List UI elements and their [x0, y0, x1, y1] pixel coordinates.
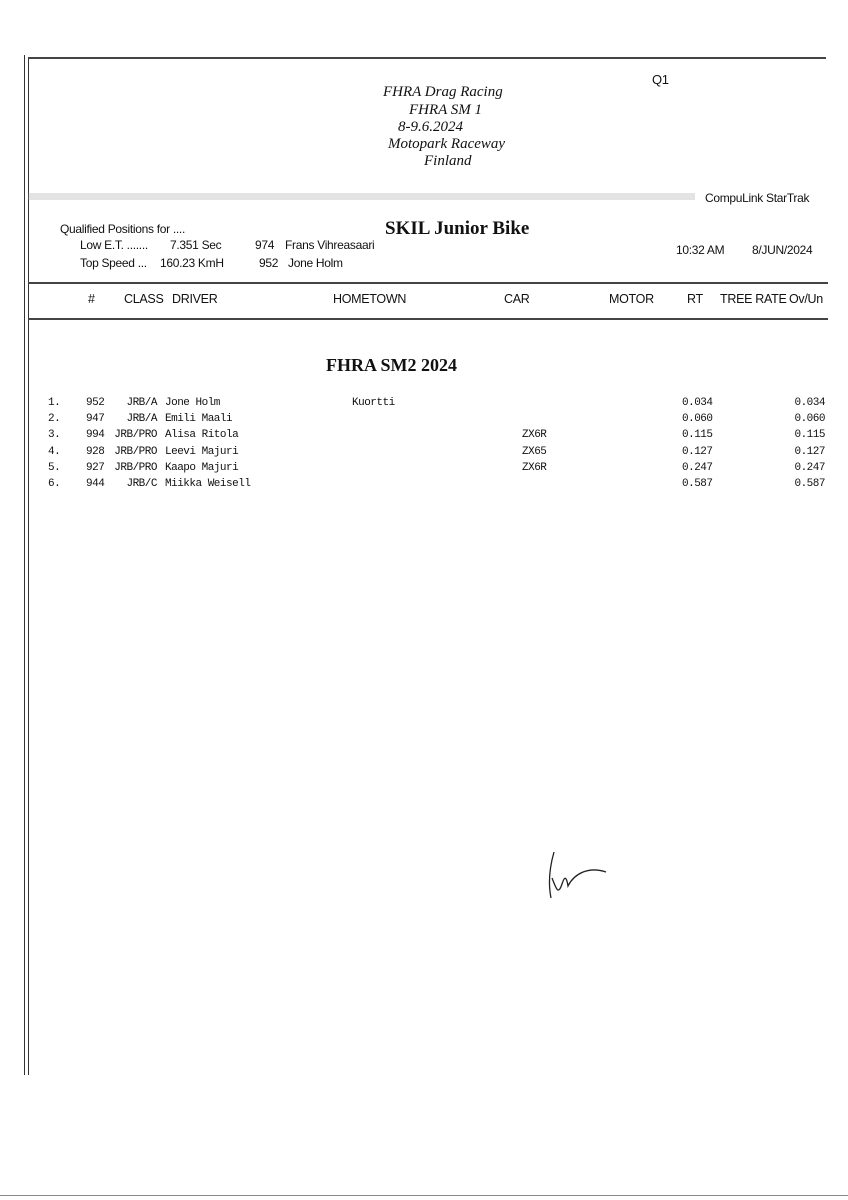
title-line: FHRA Drag Racing [383, 84, 503, 100]
row-position: 5. [48, 461, 61, 474]
title-line: Finland [424, 153, 472, 169]
left-border-inner [28, 58, 29, 1075]
row-driver: Leevi Majuri [165, 445, 239, 458]
row-number: 944 [86, 478, 105, 490]
row-class: JRB/PRO [114, 461, 157, 474]
round-label: Q1 [652, 72, 669, 87]
title-line: FHRA SM 1 [409, 102, 483, 118]
low-et-driver: Frans Vihreasaari [285, 238, 375, 252]
column-header: DRIVER [172, 292, 218, 306]
top-rule [28, 57, 826, 59]
row-ovun: 0.587 [794, 478, 825, 490]
row-driver: Jone Holm [165, 397, 220, 409]
row-driver: Kaapo Majuri [165, 461, 239, 474]
low-et-value: 7.351 Sec [170, 238, 222, 252]
software-label: CompuLink StarTrak [705, 191, 810, 205]
report-time: 10:32 AM [676, 243, 725, 257]
row-rt: 0.247 [682, 461, 713, 474]
row-ovun: 0.034 [794, 397, 825, 409]
top-speed-value: 160.23 KmH [160, 256, 224, 270]
row-number: 947 [86, 413, 105, 426]
row-number: 994 [86, 429, 105, 442]
row-position: 2. [48, 413, 61, 426]
top-speed-driver: Jone Holm [288, 256, 343, 270]
row-rt: 0.587 [682, 478, 713, 490]
low-et-num: 974 [255, 238, 275, 252]
row-driver: Miikka Weisell [165, 478, 251, 490]
signature [548, 851, 607, 899]
header-rule-top [28, 282, 828, 284]
column-header: Ov/Un [789, 292, 823, 306]
row-car: ZX65 [522, 445, 547, 458]
row-driver: Alisa Ritola [165, 429, 239, 442]
row-ovun: 0.115 [794, 429, 825, 442]
row-car: ZX6R [522, 429, 547, 442]
row-rt: 0.127 [682, 445, 713, 458]
column-header: RT [687, 292, 703, 306]
row-number: 927 [86, 461, 105, 474]
row-car: ZX6R [522, 461, 547, 474]
low-et-label: Low E.T. ....... [80, 238, 148, 252]
row-class: JRB/PRO [114, 445, 157, 458]
column-header: # [88, 292, 95, 306]
row-number: 928 [86, 445, 105, 458]
row-class: JRB/PRO [114, 429, 157, 442]
report-date: 8/JUN/2024 [752, 243, 813, 257]
row-position: 6. [48, 478, 61, 490]
row-rt: 0.060 [682, 413, 713, 426]
qualified-label: Qualified Positions for .... [60, 222, 185, 236]
row-ovun: 0.060 [794, 413, 825, 426]
row-hometown: Kuortti [352, 397, 395, 409]
top-speed-num: 952 [259, 256, 279, 270]
column-header: CAR [504, 292, 530, 306]
row-driver: Emili Maali [165, 413, 233, 426]
title-line: 8-9.6.2024 [398, 119, 463, 135]
row-ovun: 0.247 [794, 461, 825, 474]
column-header: MOTOR [609, 292, 654, 306]
row-rt: 0.034 [682, 397, 713, 409]
header-rule-bottom [28, 318, 828, 320]
top-speed-label: Top Speed ... [80, 256, 147, 270]
section-title: FHRA SM2 2024 [326, 355, 458, 375]
row-class: JRB/A [126, 397, 157, 409]
row-class: JRB/C [126, 478, 157, 490]
row-rt: 0.115 [682, 429, 713, 442]
row-position: 1. [48, 397, 61, 409]
row-ovun: 0.127 [794, 445, 825, 458]
column-header: CLASS [124, 292, 164, 306]
row-number: 952 [86, 397, 105, 409]
row-position: 4. [48, 445, 61, 458]
dotted-band [28, 193, 695, 200]
title-line: Motopark Raceway [388, 136, 506, 152]
row-class: JRB/A [126, 413, 157, 426]
column-header: HOMETOWN [333, 292, 407, 306]
left-border [24, 55, 25, 1075]
column-header: TREE RATE [720, 292, 787, 306]
bottom-rule [0, 1195, 848, 1196]
row-position: 3. [48, 429, 61, 442]
class-name: SKIL Junior Bike [385, 218, 530, 239]
